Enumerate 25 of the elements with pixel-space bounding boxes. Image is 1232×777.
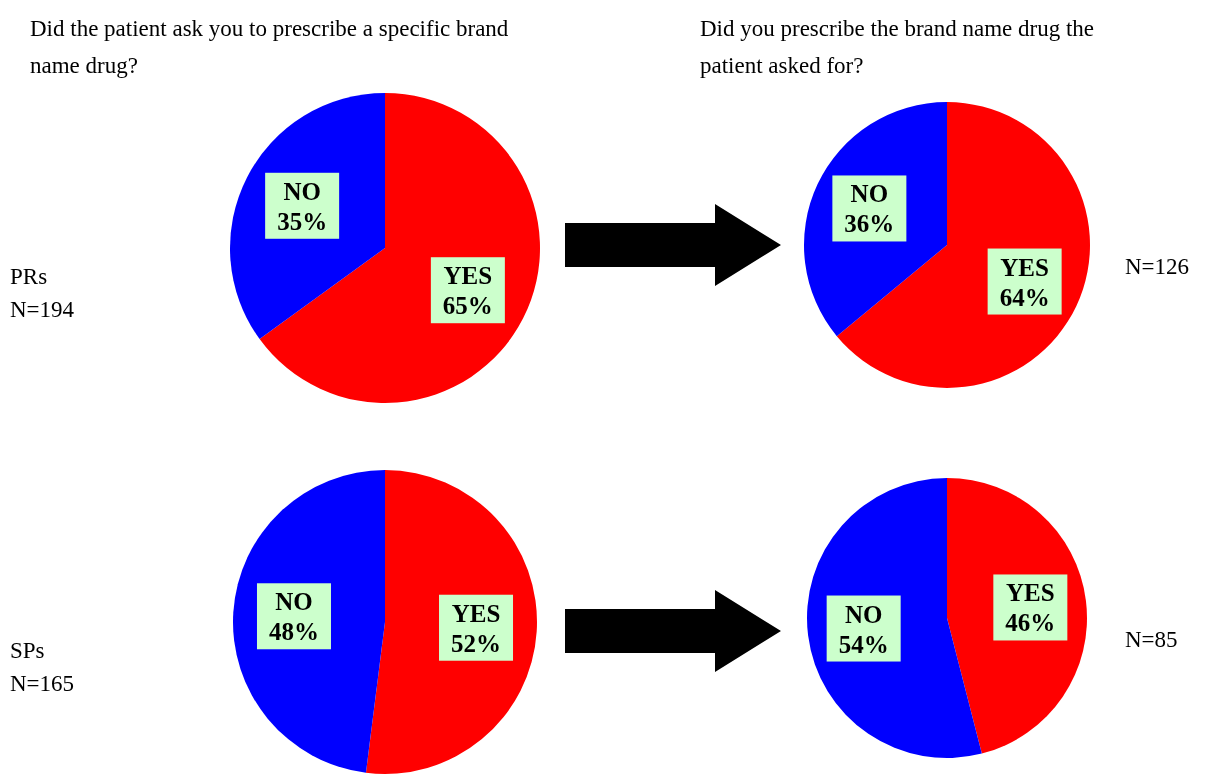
- data-label: 65%: [442, 292, 493, 320]
- data-label: 36%: [844, 210, 895, 238]
- slice-label: YES: [1006, 579, 1055, 607]
- slice-label: YES: [443, 262, 493, 290]
- slice-label: YES: [451, 599, 501, 627]
- data-label: 46%: [1005, 609, 1056, 637]
- text: SPs: [10, 637, 46, 665]
- data-label: 35%: [277, 207, 328, 235]
- data-label: 48%: [268, 618, 319, 646]
- slice-label: NO: [283, 177, 321, 205]
- slice-label: NO: [844, 600, 883, 628]
- chart-title: Did you prescribe the brand name drug the patient asked for?: [700, 15, 1096, 80]
- text: N=85: [1125, 626, 1178, 654]
- text: PRs: [10, 263, 49, 291]
- slice-label: NO: [850, 180, 889, 208]
- text: N=165: [10, 670, 75, 698]
- pie-slice: [259, 93, 540, 403]
- data-label: 64%: [999, 283, 1050, 311]
- text: N=194: [10, 296, 75, 324]
- slice-label: NO: [275, 588, 313, 616]
- chart-title: Did the patient ask you to prescribe a specific brand name drug?: [30, 15, 510, 80]
- data-label: 54%: [838, 630, 889, 658]
- text: N=126: [1125, 253, 1190, 281]
- data-label: 52%: [451, 629, 502, 657]
- slice-label: YES: [1000, 253, 1049, 281]
